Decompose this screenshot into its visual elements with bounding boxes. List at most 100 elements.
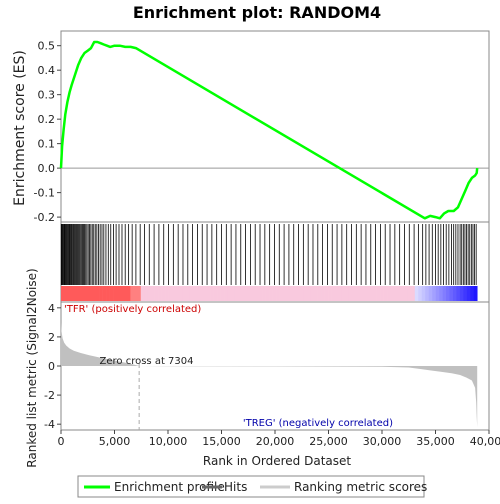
- rank-color-segment: [394, 286, 398, 301]
- rank-color-segment: [429, 286, 433, 301]
- rank-color-segment: [217, 286, 221, 301]
- rank-color-segment: [387, 286, 391, 301]
- rank-color-segment: [120, 286, 124, 301]
- rank-color-segment: [411, 286, 415, 301]
- rank-color-segment: [169, 286, 173, 301]
- rank-color-segment: [328, 286, 332, 301]
- x-tick-label: 20,000: [256, 435, 295, 448]
- rank-color-segment: [134, 286, 138, 301]
- rank-color-segment: [158, 286, 162, 301]
- rank-color-segment: [82, 286, 86, 301]
- rank-color-segment: [467, 286, 471, 301]
- rank-color-segment: [397, 286, 401, 301]
- x-tick-label: 35,000: [416, 435, 455, 448]
- rank-color-bar: [61, 286, 478, 301]
- rank-color-segment: [193, 286, 197, 301]
- rank-color-segment: [148, 286, 152, 301]
- metric-y-tick-label: 4: [48, 302, 55, 315]
- rank-color-segment: [425, 286, 429, 301]
- rank-color-segment: [92, 286, 96, 301]
- rank-color-segment: [300, 286, 304, 301]
- rank-color-segment: [255, 286, 259, 301]
- rank-color-segment: [224, 286, 228, 301]
- rank-color-segment: [196, 286, 200, 301]
- rank-color-segment: [269, 286, 273, 301]
- rank-color-segment: [210, 286, 214, 301]
- rank-color-segment: [172, 286, 176, 301]
- rank-color-segment: [162, 286, 166, 301]
- rank-color-segment: [179, 286, 183, 301]
- legend-hits-label: Hits: [224, 480, 247, 494]
- metric-y-axis-title: Ranked list metric (Signal2Noise): [25, 268, 39, 467]
- rank-color-segment: [373, 286, 377, 301]
- es-y-tick-label: -0.2: [34, 211, 55, 224]
- rank-color-segment: [332, 286, 336, 301]
- es-y-tick-label: 0.5: [38, 40, 56, 53]
- es-y-axis-title: Enrichment score (ES): [12, 50, 28, 206]
- rank-color-segment: [470, 286, 474, 301]
- rank-color-segment: [155, 286, 159, 301]
- rank-color-segment: [453, 286, 457, 301]
- rank-color-segment: [325, 286, 329, 301]
- rank-color-segment: [78, 286, 82, 301]
- x-axis-title: Rank in Ordered Dataset: [203, 454, 351, 468]
- rank-color-segment: [401, 286, 405, 301]
- rank-color-segment: [391, 286, 395, 301]
- rank-color-segment: [408, 286, 412, 301]
- rank-color-segment: [415, 286, 419, 301]
- rank-color-segment: [314, 286, 318, 301]
- x-tick-label: 0: [58, 435, 65, 448]
- es-y-tick-label: 0.3: [38, 89, 56, 102]
- rank-color-segment: [186, 286, 190, 301]
- rank-color-segment: [200, 286, 204, 301]
- rank-color-segment: [273, 286, 277, 301]
- es-y-tick-label: 0.0: [38, 162, 56, 175]
- rank-color-segment: [352, 286, 356, 301]
- rank-color-segment: [443, 286, 447, 301]
- rank-color-segment: [356, 286, 360, 301]
- rank-color-segment: [89, 286, 93, 301]
- rank-color-segment: [248, 286, 252, 301]
- rank-color-segment: [307, 286, 311, 301]
- rank-color-segment: [259, 286, 263, 301]
- x-tick-label: 30,000: [363, 435, 402, 448]
- rank-color-segment: [418, 286, 422, 301]
- rank-color-segment: [227, 286, 231, 301]
- rank-color-segment: [241, 286, 245, 301]
- rank-color-segment: [404, 286, 408, 301]
- rank-color-segment: [304, 286, 308, 301]
- negative-class-label: 'TREG' (negatively correlated): [243, 418, 393, 429]
- rank-color-segment: [116, 286, 120, 301]
- rank-color-segment: [311, 286, 315, 301]
- rank-color-segment: [380, 286, 384, 301]
- rank-color-segment: [85, 286, 89, 301]
- rank-color-segment: [110, 286, 114, 301]
- rank-color-segment: [245, 286, 249, 301]
- rank-color-segment: [266, 286, 270, 301]
- positive-class-label: 'TFR' (positively correlated): [64, 304, 201, 315]
- rank-color-segment: [238, 286, 242, 301]
- rank-color-segment: [71, 286, 75, 301]
- x-tick-label: 5,000: [99, 435, 131, 448]
- metric-y-tick-label: -2: [44, 389, 55, 402]
- rank-color-segment: [297, 286, 301, 301]
- rank-color-segment: [345, 286, 349, 301]
- es-panel-frame: [61, 31, 489, 222]
- metric-y-tick-label: -4: [44, 418, 55, 431]
- rank-color-segment: [449, 286, 453, 301]
- rank-color-segment: [335, 286, 339, 301]
- rank-color-segment: [113, 286, 117, 301]
- rank-color-segment: [276, 286, 280, 301]
- rank-color-segment: [359, 286, 363, 301]
- rank-color-segment: [207, 286, 211, 301]
- rank-color-segment: [252, 286, 256, 301]
- rank-color-segment: [64, 286, 68, 301]
- rank-color-segment: [363, 286, 367, 301]
- rank-color-segment: [75, 286, 79, 301]
- rank-color-segment: [123, 286, 127, 301]
- rank-color-segment: [61, 286, 65, 301]
- x-tick-label: 40,000: [470, 435, 500, 448]
- rank-color-segment: [106, 286, 110, 301]
- rank-color-segment: [439, 286, 443, 301]
